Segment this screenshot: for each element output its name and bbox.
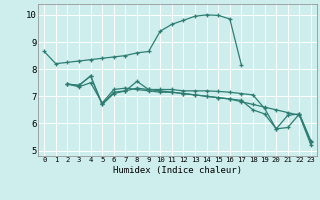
X-axis label: Humidex (Indice chaleur): Humidex (Indice chaleur) (113, 166, 242, 175)
